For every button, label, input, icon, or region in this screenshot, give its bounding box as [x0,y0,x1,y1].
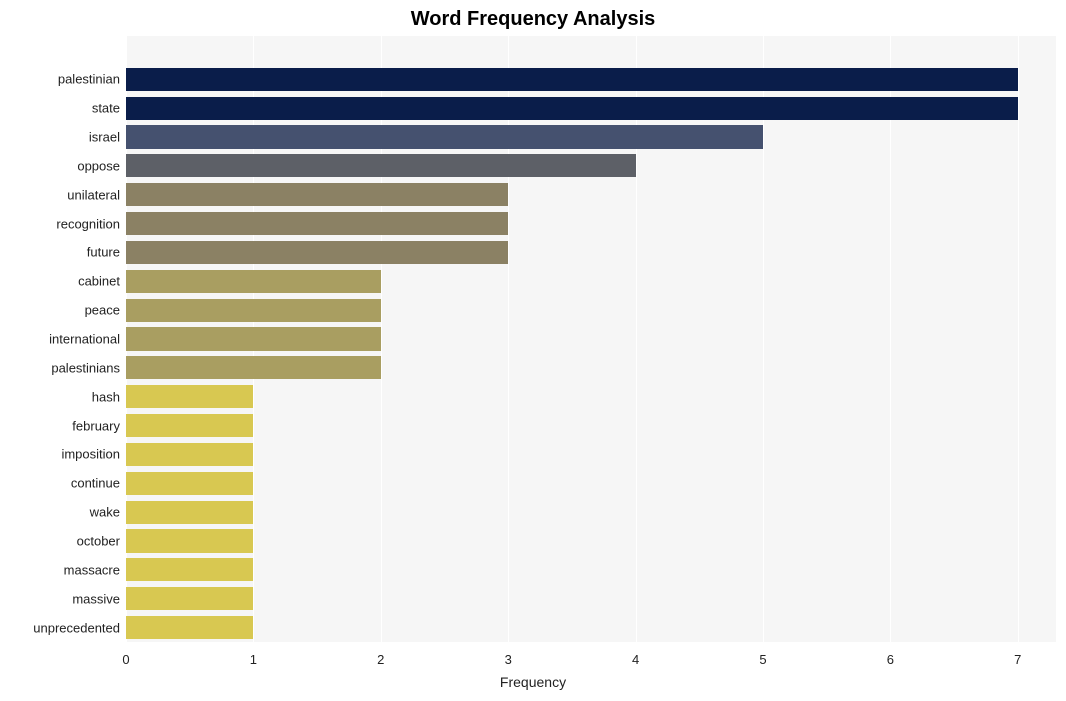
bar [126,327,381,350]
bar [126,241,508,264]
y-tick: palestinians [0,360,126,375]
x-tick: 4 [632,652,639,667]
y-tick: cabinet [0,274,126,289]
y-tick: imposition [0,447,126,462]
y-tick: israel [0,130,126,145]
bar [126,270,381,293]
y-tick: february [0,418,126,433]
bar [126,587,253,610]
x-tick: 3 [505,652,512,667]
bar [126,443,253,466]
x-tick: 2 [377,652,384,667]
bar [126,68,1018,91]
grid-line [890,36,891,642]
y-tick: palestinian [0,72,126,87]
x-axis-label: Frequency [0,674,1066,690]
y-tick: wake [0,505,126,520]
bar [126,154,636,177]
y-tick: unilateral [0,187,126,202]
y-tick: recognition [0,216,126,231]
y-tick: unprecedented [0,620,126,635]
bar [126,125,763,148]
x-tick: 1 [250,652,257,667]
y-tick: peace [0,303,126,318]
bar [126,97,1018,120]
y-tick: massacre [0,562,126,577]
y-tick: hash [0,389,126,404]
bar [126,501,253,524]
x-tick: 0 [122,652,129,667]
grid-line [1018,36,1019,642]
bar [126,385,253,408]
x-tick: 5 [759,652,766,667]
y-tick: international [0,332,126,347]
bar [126,183,508,206]
y-tick: october [0,534,126,549]
y-tick: continue [0,476,126,491]
bar [126,212,508,235]
bar [126,414,253,437]
chart-title: Word Frequency Analysis [0,8,1066,31]
chart-container: Word Frequency Analysis Frequency 0 1 2 3 4 5… [0,0,1066,701]
bar [126,356,381,379]
y-tick: future [0,245,126,260]
y-tick: massive [0,591,126,606]
bar [126,472,253,495]
y-tick: oppose [0,158,126,173]
x-tick: 7 [1014,652,1021,667]
y-tick: state [0,101,126,116]
bar [126,299,381,322]
x-tick: 6 [887,652,894,667]
bar [126,558,253,581]
bar [126,616,253,639]
plot-area [126,36,1056,642]
grid-line [763,36,764,642]
bar [126,529,253,552]
